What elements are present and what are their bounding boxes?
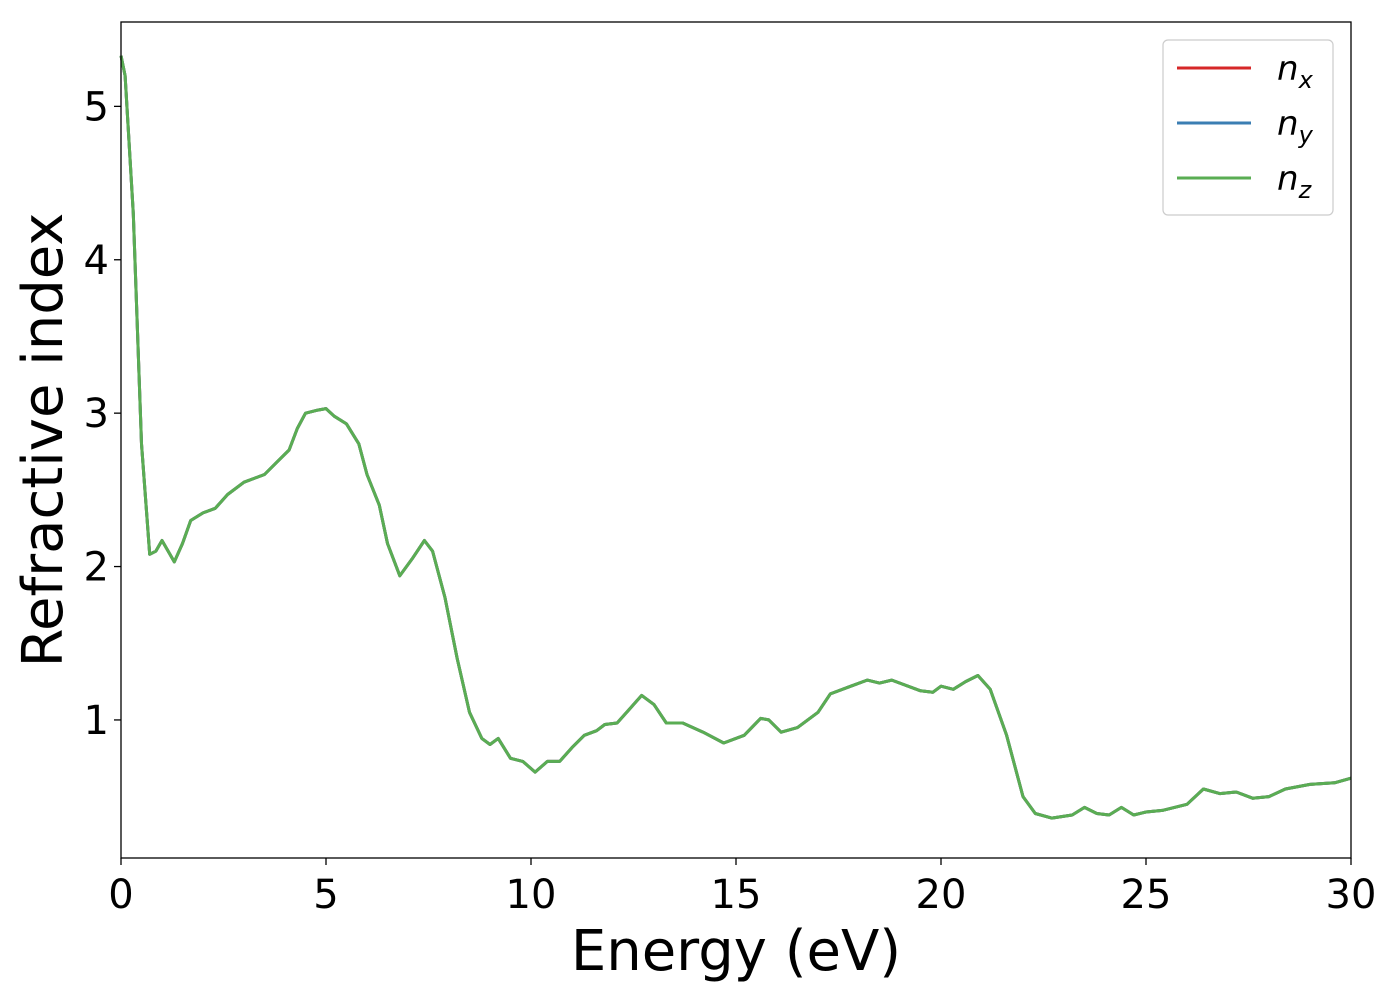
x-tick-label: 10 <box>506 872 557 918</box>
legend-label-x: nx <box>1277 49 1314 94</box>
legend-label-subscript: x <box>1298 66 1314 94</box>
y-tick-label: 4 <box>84 238 109 284</box>
x-axis-title: Energy (eV) <box>571 919 901 984</box>
legend-label-base: n <box>1277 159 1299 199</box>
x-tick-label: 20 <box>916 872 967 918</box>
y-tick-label: 1 <box>84 698 109 744</box>
y-tick-label: 3 <box>84 391 109 437</box>
y-axis: 1 2 3 4 5 <box>84 84 121 744</box>
legend-label-base: n <box>1277 104 1299 144</box>
legend-label-subscript: y <box>1298 121 1314 149</box>
y-axis-title: Refractive index <box>11 213 76 668</box>
x-tick-label: 15 <box>711 872 762 918</box>
x-tick-label: 5 <box>313 872 338 918</box>
x-axis: 0 5 10 15 20 25 30 <box>108 858 1376 918</box>
legend-label-subscript: z <box>1298 176 1313 204</box>
legend-label-y: ny <box>1277 104 1314 149</box>
x-tick-label: 25 <box>1121 872 1172 918</box>
series-layer <box>119 55 1352 820</box>
x-tick-label: 30 <box>1326 872 1377 918</box>
y-tick-label: 2 <box>84 545 109 591</box>
x-tick-label: 0 <box>108 872 133 918</box>
legend-label-base: n <box>1277 49 1299 89</box>
y-tick-label: 5 <box>84 84 109 130</box>
legend-box <box>1162 39 1334 216</box>
series-line-z <box>119 55 1352 820</box>
legend-label-z: nz <box>1277 159 1313 204</box>
